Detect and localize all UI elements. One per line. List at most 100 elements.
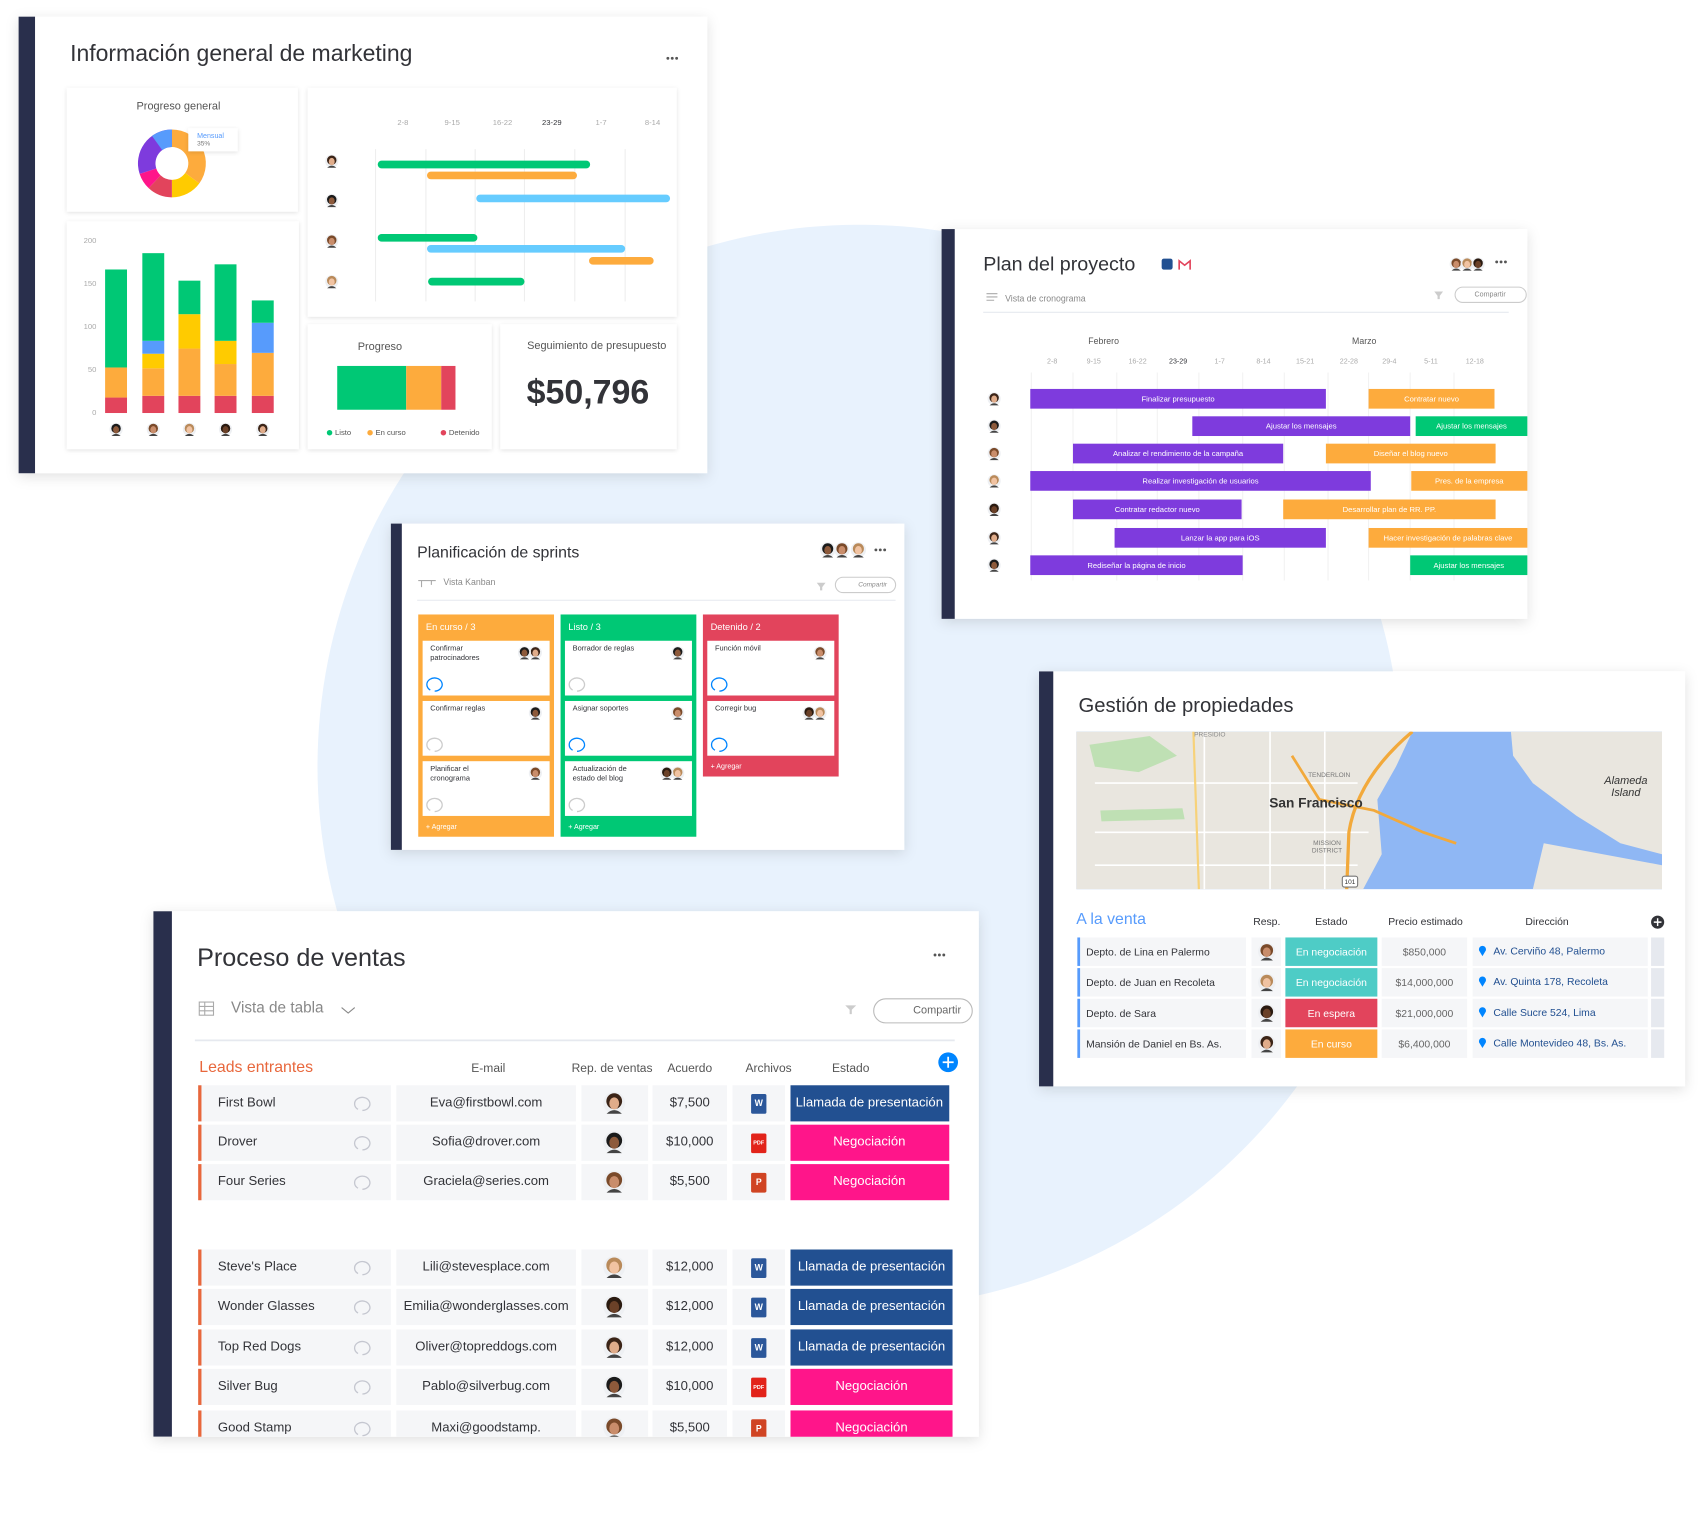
avatar-face [1453,260,1460,269]
menu-button[interactable] [1495,260,1507,264]
avatar-face [854,546,862,555]
deal-cell [652,1124,727,1161]
add-item[interactable]: + Agregar [711,763,743,771]
share-button[interactable] [873,998,973,1024]
timeline-label: Lanzar la app para iOS [1181,533,1260,542]
view-icon [418,579,436,588]
avatar [603,1170,626,1193]
column-header: E-mail [471,1061,505,1075]
file-type: W [755,1262,764,1272]
timeline-label: Ajustar los mensajes [1266,422,1337,431]
bar-segment [142,340,165,354]
avatar [1449,257,1463,271]
week-label: 2-8 [397,118,408,127]
donut-segment [171,173,200,198]
timeline-label: Analizar el rendimiento de la campaña [1113,449,1244,458]
week-label: 1-7 [596,118,607,127]
view-icon [986,293,998,301]
chevron [341,1007,356,1014]
avatar [325,194,339,208]
share-button[interactable] [1454,286,1527,303]
address-cell [1472,1029,1648,1058]
avatar [528,646,542,660]
gantt-bar [427,171,577,180]
share-label: Compartir [913,1005,961,1017]
email-cell [396,1329,576,1366]
email: Emilia@wonderglasses.com [404,1298,569,1313]
legend-dot [367,429,373,436]
avatar [987,419,1001,433]
widget-title: Progreso [358,341,402,353]
menu-button[interactable] [874,548,887,552]
week-label: 5-11 [1424,357,1438,365]
name-cell [198,1124,391,1161]
add-item[interactable]: + Agregar [568,823,600,831]
share-button[interactable] [834,576,897,594]
timeline-label: Contratar nuevo [1404,394,1459,403]
email: Pablo@silverbug.com [422,1378,550,1393]
kanban-card [564,640,692,696]
filter-icon [816,582,826,591]
menu-dot [883,548,887,552]
avatar-body [1462,268,1472,271]
pin-icon [1478,1007,1486,1018]
avatar-body [989,542,999,545]
progress-segment [337,365,407,410]
add-plus [1653,918,1662,926]
status-label: Negociación [835,1419,907,1434]
deal-cell [652,1329,727,1366]
add-column-button[interactable] [938,1052,959,1073]
menu-button[interactable] [933,953,946,957]
avatar [603,1256,626,1278]
chat-icon [353,1421,371,1437]
status-label: Llamada de presentación [798,1258,945,1273]
budget-value: $50,796 [527,373,650,411]
avatar-body [989,485,999,488]
menu-dot [942,953,946,957]
row-tail [1651,1029,1665,1058]
timeline-label: Desarrollar plan de RR. PP. [1343,505,1436,514]
gantt-bar [476,194,671,203]
sales-panel: Proceso de ventas Vista de tabla Compartir… [153,911,979,1437]
property-name: Mansión de Daniel en Bs. As. [1086,1040,1222,1051]
panel-accent [390,523,402,850]
card-text: Función móvil [715,643,761,652]
chat-icon [426,677,443,692]
week-label: 8-14 [645,118,661,127]
avatar-body [148,433,158,437]
avatar-body [327,245,337,248]
menu-dot [878,548,882,552]
add-column-button[interactable] [1651,915,1665,929]
donut-segment [151,129,172,151]
avatar-body [1260,1018,1273,1022]
email: Sofia@drover.com [432,1134,540,1149]
avatar-body [673,657,683,660]
timeline-label: Pres. de la empresa [1435,476,1504,485]
bar-segment [251,352,274,396]
status-label: Negociación [833,1173,905,1188]
column-title: Detenido / 2 [711,622,761,632]
status-label: Negociación [835,1378,907,1393]
avatar [987,558,1001,572]
chat-icon [426,797,443,813]
avatar-face [222,426,229,434]
avatar [987,502,1001,516]
avatar [218,422,233,437]
avatar [528,706,542,720]
avatar [813,706,827,720]
avatar-body [989,457,999,461]
chat-icon [426,737,443,752]
price-cell [1381,968,1468,997]
avatar-face [674,709,681,717]
avatar-body [530,657,540,660]
avatar-face [991,561,998,570]
avatar-face [1262,1008,1271,1019]
group-marker [1077,998,1081,1028]
week-label: 16-22 [1128,357,1146,365]
add-item[interactable]: + Agregar [426,823,458,831]
timeline-bar [1030,388,1326,409]
menu-button[interactable] [666,56,679,60]
avatar-body [1260,957,1273,961]
avatar-body [530,777,540,780]
column-header: Rep. de ventas [572,1061,653,1075]
